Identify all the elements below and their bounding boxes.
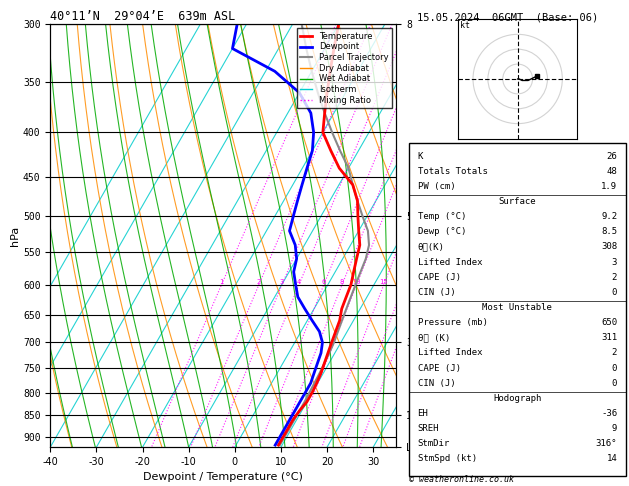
Text: 3: 3 [280,278,284,285]
Text: Lifted Index: Lifted Index [418,258,482,267]
Text: 650: 650 [601,318,617,327]
Text: Temp (°C): Temp (°C) [418,212,466,221]
Text: PW (cm): PW (cm) [418,182,455,191]
Text: 0: 0 [612,364,617,373]
Text: CIN (J): CIN (J) [418,379,455,388]
Text: 2: 2 [612,348,617,357]
Y-axis label: km
ASL: km ASL [431,236,449,257]
Text: -36: -36 [601,409,617,418]
Text: 15.05.2024  06GMT  (Base: 06): 15.05.2024 06GMT (Base: 06) [417,12,598,22]
Text: EH: EH [418,409,428,418]
Text: 14: 14 [606,454,617,463]
Text: 308: 308 [601,243,617,251]
Text: K: K [418,152,423,161]
Text: 8: 8 [340,278,344,285]
Text: 26: 26 [606,152,617,161]
Legend: Temperature, Dewpoint, Parcel Trajectory, Dry Adiabat, Wet Adiabat, Isotherm, Mi: Temperature, Dewpoint, Parcel Trajectory… [297,29,392,108]
Text: Surface: Surface [499,197,536,206]
Text: 2: 2 [257,278,261,285]
Text: CAPE (J): CAPE (J) [418,364,460,373]
Text: Dewp (°C): Dewp (°C) [418,227,466,236]
Text: θᴇ(K): θᴇ(K) [418,243,445,251]
Text: 15: 15 [379,278,388,285]
Text: 40°11’N  29°04’E  639m ASL: 40°11’N 29°04’E 639m ASL [50,10,236,23]
Text: CAPE (J): CAPE (J) [418,273,460,282]
Text: 10: 10 [352,278,361,285]
Text: 316°: 316° [596,439,617,448]
Text: θᴇ (K): θᴇ (K) [418,333,450,342]
Text: Lifted Index: Lifted Index [418,348,482,357]
Text: SREH: SREH [418,424,439,433]
Text: Totals Totals: Totals Totals [418,167,487,176]
X-axis label: Dewpoint / Temperature (°C): Dewpoint / Temperature (°C) [143,472,303,483]
Text: StmSpd (kt): StmSpd (kt) [418,454,477,463]
Text: CIN (J): CIN (J) [418,288,455,297]
Text: kt: kt [460,21,470,30]
Y-axis label: hPa: hPa [10,226,20,246]
Text: 1: 1 [220,278,224,285]
Text: Hodograph: Hodograph [493,394,542,403]
Text: 0: 0 [612,379,617,388]
Text: 3: 3 [612,258,617,267]
Text: 2: 2 [612,273,617,282]
Text: 6: 6 [322,278,326,285]
Text: 4: 4 [297,278,301,285]
Text: 0: 0 [612,288,617,297]
Text: 8.5: 8.5 [601,227,617,236]
Text: 9.2: 9.2 [601,212,617,221]
Text: Most Unstable: Most Unstable [482,303,552,312]
Text: 311: 311 [601,333,617,342]
Text: 9: 9 [612,424,617,433]
Text: 1.9: 1.9 [601,182,617,191]
Text: StmDir: StmDir [418,439,450,448]
Text: 48: 48 [606,167,617,176]
Text: Pressure (mb): Pressure (mb) [418,318,487,327]
Text: © weatheronline.co.uk: © weatheronline.co.uk [409,475,514,484]
